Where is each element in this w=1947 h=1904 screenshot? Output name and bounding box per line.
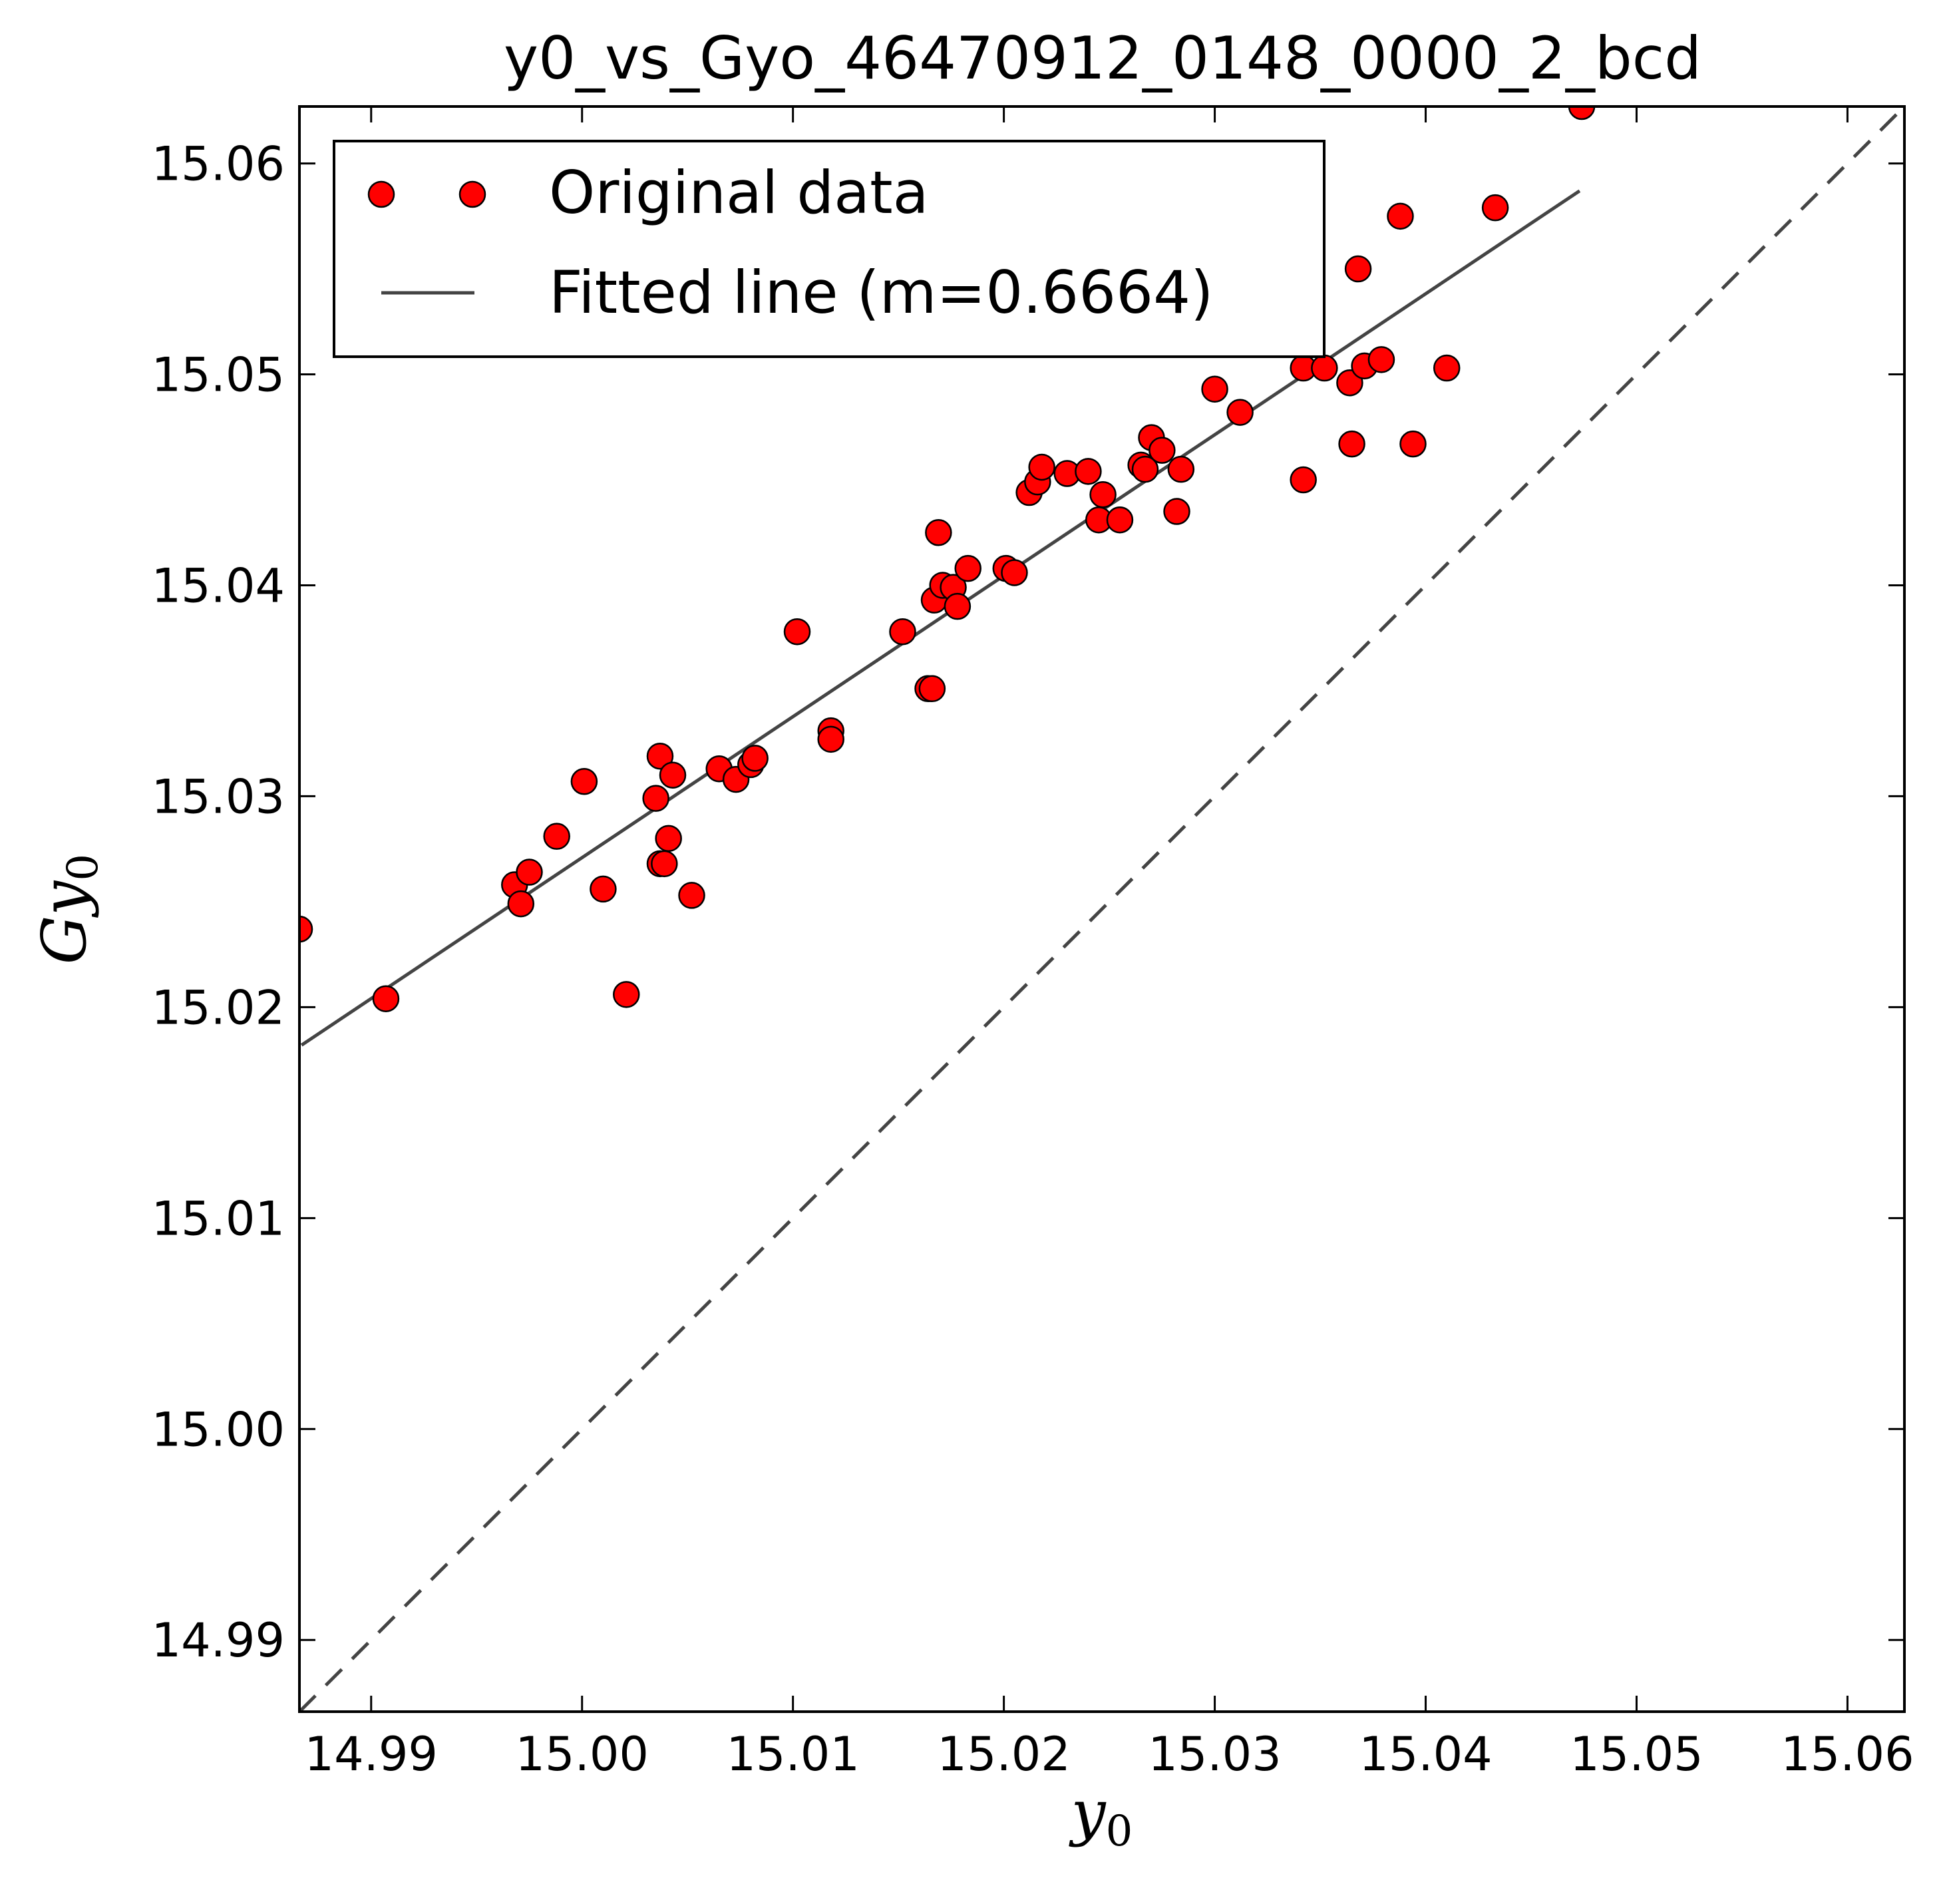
data-point [1226,399,1254,426]
data-point [1163,498,1190,525]
data-point [507,890,535,918]
data-point [1344,255,1372,283]
data-point [1387,202,1414,230]
data-point [889,618,916,646]
y-tick-label: 15.00 [152,1402,285,1457]
data-point [590,875,617,903]
legend-marker-original-data [458,180,486,208]
y-tick-label: 15.03 [152,769,285,824]
x-axis-label-sub: 0 [1106,1807,1133,1856]
data-point [918,675,946,703]
data-point [642,785,669,812]
y-tick-label: 15.02 [152,980,285,1035]
data-point [659,761,687,789]
data-point [372,985,400,1012]
data-point [655,825,682,853]
data-point [1399,430,1427,458]
data-point [1433,354,1461,382]
data-point [678,882,705,909]
data-point [651,850,678,878]
legend: Original data Fitted line (m=0.6664) [333,140,1326,358]
x-tick-label: 15.03 [1148,1727,1281,1782]
data-point [1481,194,1509,222]
chart-title: y0_vs_Gyo_46470912_0148_0000_2_bcd [504,24,1701,93]
data-point [1367,346,1395,373]
tick-labels: 14.99 15.00 15.01 15.02 15.03 15.04 15.05 15.06… [152,137,1914,1782]
legend-box [333,140,1326,358]
x-tick-label: 14.99 [305,1727,438,1782]
x-axis-label: y0 [1069,1777,1133,1856]
data-point [1568,106,1596,120]
plot-area [299,106,1904,1712]
data-point [299,915,313,943]
legend-label-original-data: Original data [549,158,929,227]
data-point [1201,375,1228,403]
x-tick-label: 15.00 [516,1727,649,1782]
data-point [1290,466,1317,494]
data-point [570,767,598,795]
x-tick-label: 15.05 [1570,1727,1703,1782]
data-point [1028,453,1055,481]
y-tick-label: 15.05 [152,348,285,403]
data-point [925,518,952,546]
x-tick-label: 15.02 [937,1727,1070,1782]
x-tick-label: 15.06 [1781,1727,1914,1782]
data-point [1075,458,1102,485]
y-axis-label-main: Gy [29,880,100,964]
data-point [1311,354,1338,382]
data-point [817,725,844,753]
axis-ticks [299,106,1904,1712]
y-tick-label: 14.99 [152,1613,285,1668]
data-point [613,981,640,1008]
legend-label-fitted-line: Fitted line (m=0.6664) [549,258,1213,327]
data-point [741,745,769,772]
data-point [1149,437,1176,464]
plot-frame [298,105,1906,1713]
data-point [783,618,811,646]
data-point [1089,480,1117,508]
data-point [1131,455,1159,483]
y-axis-label: Gy0 [29,854,108,964]
data-point [1167,455,1195,483]
x-tick-label: 15.01 [726,1727,859,1782]
y-tick-label: 15.06 [152,137,285,192]
data-point [1336,369,1363,397]
data-point [1001,559,1028,586]
data-point [944,592,972,620]
y-axis-label-sub: 0 [59,854,108,881]
identity-reference-line [299,106,1904,1712]
data-point [1106,506,1134,534]
legend-marker-original-data [367,180,395,208]
x-axis-label-main: y [1069,1777,1107,1848]
y-tick-label: 15.01 [152,1191,285,1246]
data-point [954,554,981,582]
data-point [1338,430,1365,458]
y-tick-label: 15.04 [152,558,285,613]
data-point [516,858,543,886]
data-point [646,742,674,770]
x-tick-label: 15.04 [1359,1727,1492,1782]
data-point [543,823,570,850]
